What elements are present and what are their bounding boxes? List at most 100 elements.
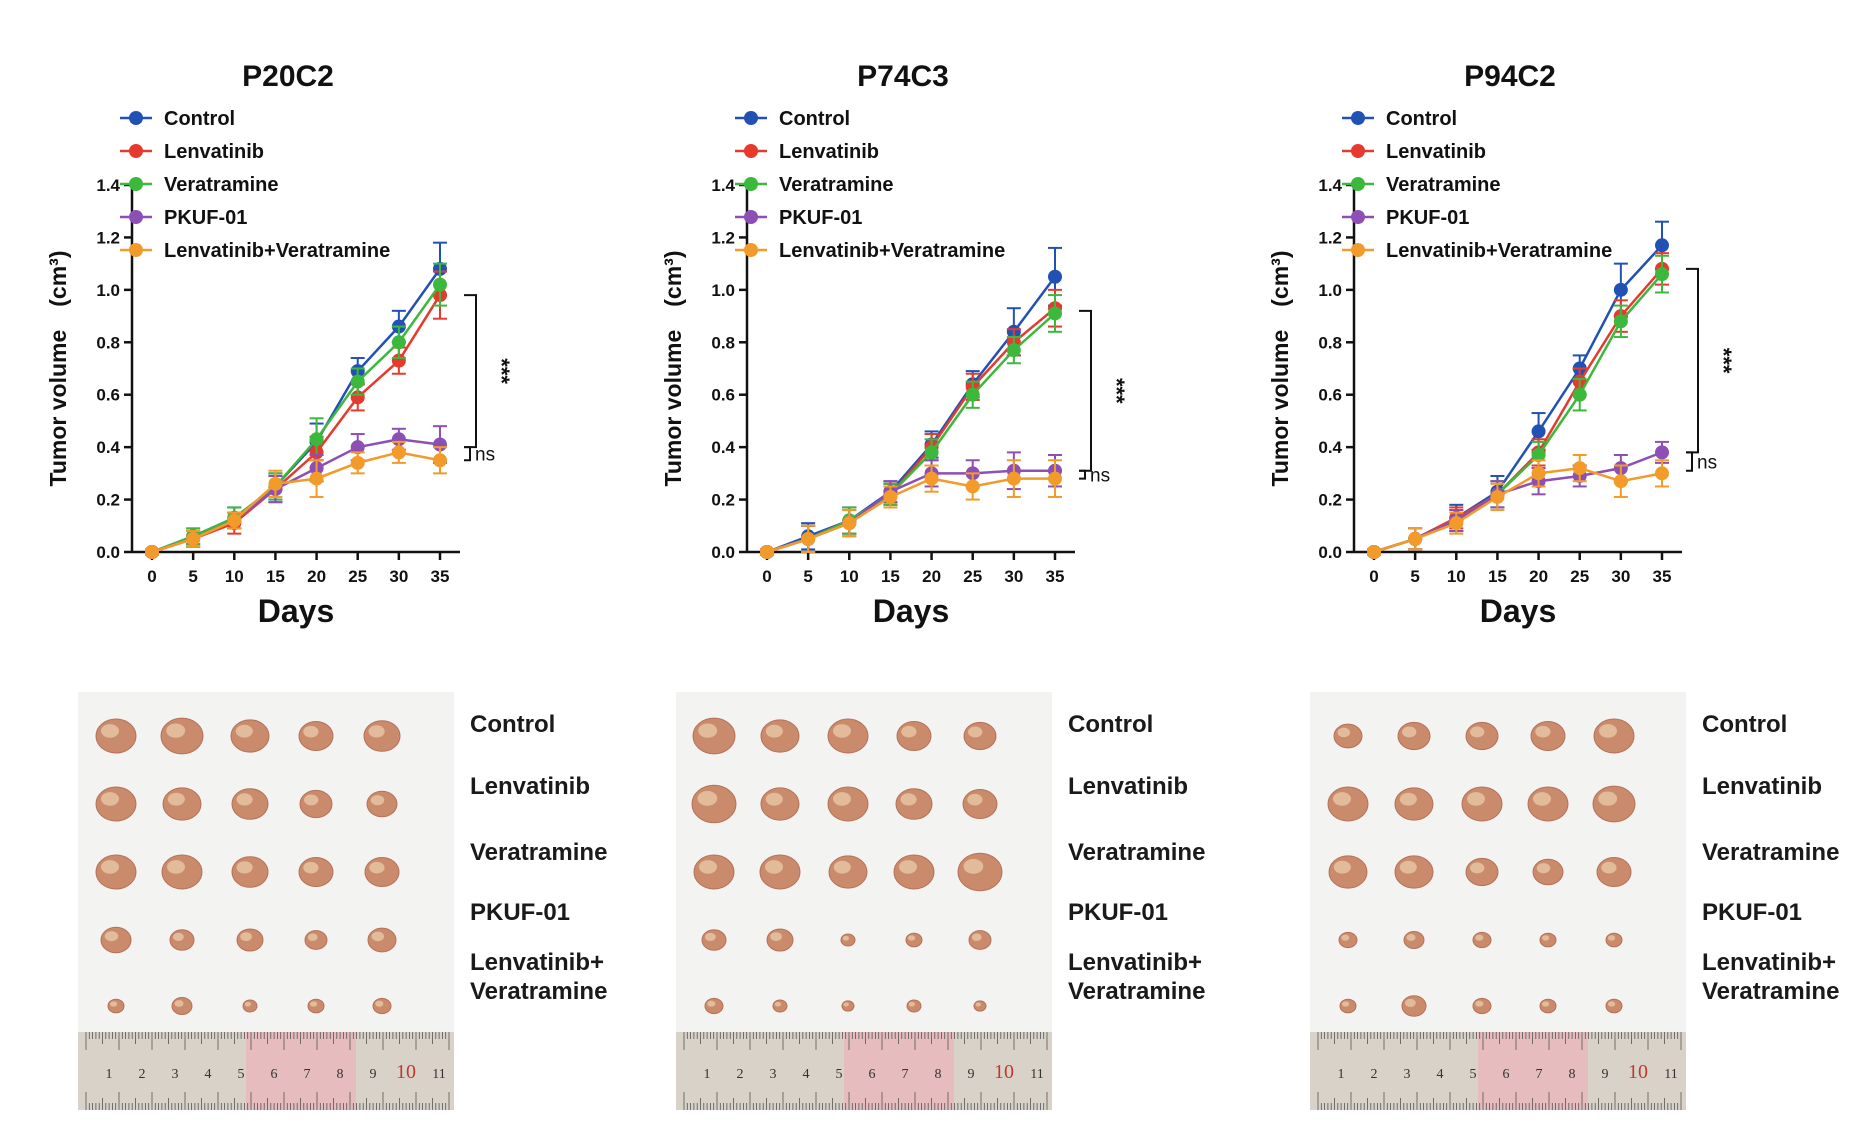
row-label-lenvatinib: Lenvatinib — [1068, 772, 1188, 801]
series-line — [1373, 466, 1663, 554]
tumor-sample — [957, 852, 1003, 892]
y-tick-label: 0.0 — [711, 543, 735, 562]
legend-label: Control — [779, 108, 850, 130]
tumor-highlight — [167, 860, 185, 874]
tumor-highlight — [843, 1002, 849, 1007]
ruler-number: 7 — [1536, 1067, 1543, 1082]
y-tick-label: 1.0 — [1318, 281, 1342, 300]
row-label-text: Control — [470, 711, 556, 738]
y-tick-label: 0.4 — [1318, 438, 1342, 457]
tumor-highlight — [375, 1000, 384, 1007]
tumor-highlight — [697, 790, 718, 806]
ruler-number: 9 — [968, 1067, 975, 1082]
row-label-lenvatinib: Lenvatinib — [1702, 772, 1822, 801]
series-line — [151, 294, 442, 554]
data-point — [145, 545, 159, 559]
tumor-sample — [1465, 721, 1499, 751]
legend-marker — [129, 243, 143, 257]
tumor-sample — [1532, 858, 1564, 886]
tumor-highlight — [1333, 792, 1351, 806]
series-lenvatinib-veratramine — [1367, 454, 1669, 559]
tumor-sample — [1596, 857, 1632, 887]
ruler-number: 6 — [869, 1067, 876, 1082]
tumor-sample — [231, 788, 269, 820]
tumor-sample — [704, 997, 724, 1015]
tumor-highlight — [307, 933, 318, 941]
significance-bracket — [1686, 267, 1699, 454]
ruler-number: 9 — [1602, 1067, 1609, 1082]
significance-label: *** — [1104, 378, 1129, 404]
x-tick-label: 15 — [1488, 567, 1507, 586]
x-tick-label: 35 — [431, 567, 450, 586]
tumor-sample — [372, 997, 392, 1015]
data-point — [1490, 489, 1505, 504]
y-tick-label: 1.2 — [1318, 228, 1342, 247]
y-tick-label: 1.4 — [711, 176, 735, 195]
tumor-highlight — [765, 860, 783, 874]
tumor-highlight — [765, 724, 783, 738]
tumor-sample — [1592, 785, 1636, 823]
tumor-sample — [973, 1000, 987, 1012]
tumor-highlight — [833, 860, 851, 874]
row-label-text: Lenvatinib+ — [1068, 949, 1203, 976]
y-tick-label: 0.8 — [96, 333, 120, 352]
series-line — [151, 283, 442, 554]
significance-bracket — [1079, 469, 1086, 480]
x-tick-label: 30 — [389, 567, 408, 586]
ruler-number: 5 — [836, 1067, 843, 1082]
legend-marker — [1351, 144, 1365, 158]
y-tick-label: 0.2 — [1318, 491, 1342, 510]
tumor-sample — [304, 930, 328, 950]
tumor-highlight — [699, 860, 717, 874]
tumor-sample — [1397, 721, 1431, 751]
tumor-highlight — [901, 725, 917, 738]
data-point — [924, 445, 939, 460]
data-point — [1449, 516, 1464, 531]
tumor-sample — [162, 787, 202, 821]
tumor-highlight — [1402, 726, 1417, 738]
ruler-number: 3 — [770, 1067, 777, 1082]
tumor-highlight — [1542, 1001, 1550, 1007]
tumor-sample — [827, 786, 869, 822]
row-label-lenvatinib-veratramine: Lenvatinib+ Veratramine — [470, 948, 607, 1006]
ruler-number: 9 — [370, 1067, 377, 1082]
legend-label: Lenvatinib+Veratramine — [779, 240, 1005, 262]
legend-marker — [744, 243, 758, 257]
ruler-number: 10 — [1628, 1061, 1648, 1083]
tumor-highlight — [101, 792, 119, 806]
y-tick-label: 0.0 — [1318, 543, 1342, 562]
row-label-text: PKUF-01 — [470, 899, 571, 926]
significance-label: ns — [1697, 453, 1717, 474]
tumor-highlight — [303, 725, 319, 738]
x-tick-label: 15 — [881, 567, 900, 586]
tumor-photo-drawing: 1 2 3 4 5 6 7 8 9 10 11 — [1310, 718, 1686, 1110]
tumor-sample — [1333, 723, 1363, 749]
ruler-number: 8 — [935, 1067, 942, 1082]
tumor-highlight — [1475, 934, 1484, 941]
tumor-sample — [363, 720, 401, 752]
data-point — [924, 471, 939, 486]
ruler-number: 11 — [1664, 1067, 1677, 1082]
row-label-text: Lenvatinib — [1702, 773, 1823, 800]
x-tick-label: 20 — [307, 567, 326, 586]
tumor-highlight — [1406, 934, 1416, 941]
tumor-highlight — [236, 793, 253, 806]
growth-chart-p20c2: P20C2 0.0 0.2 0.4 0.6 0.8 1.0 1.2 1.4 0 5 10 15 20 25 3… — [45, 60, 514, 629]
data-point — [1367, 545, 1381, 559]
x-axis-label: Days — [1480, 593, 1557, 629]
legend-label: Lenvatinib — [164, 141, 264, 163]
tumor-sample — [1461, 786, 1503, 822]
tumor-sample — [840, 933, 856, 947]
legend-label: Lenvatinib — [779, 141, 879, 163]
tumor-highlight — [908, 935, 916, 941]
tumor-highlight — [166, 723, 186, 738]
tumor-highlight — [833, 724, 851, 738]
tumor-highlight — [1342, 1001, 1350, 1007]
series-control — [145, 241, 447, 559]
tumor-sample — [968, 930, 992, 950]
significance-bracket — [464, 294, 477, 449]
x-tick-label: 35 — [1046, 567, 1065, 586]
tumor-sample — [962, 789, 998, 819]
ruler-number: 4 — [803, 1067, 810, 1082]
tumor-highlight — [900, 793, 917, 806]
